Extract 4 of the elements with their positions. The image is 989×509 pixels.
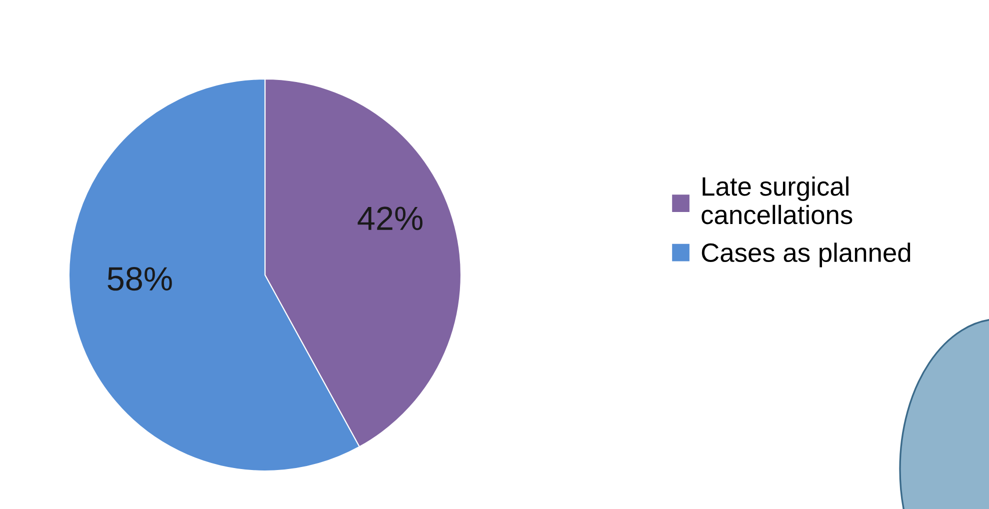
legend-label: Cases as planned [702,242,910,268]
legend-label: Late surgical cancellations [702,176,852,224]
data-label: 58% [108,267,172,291]
data-label: 42% [358,206,422,230]
